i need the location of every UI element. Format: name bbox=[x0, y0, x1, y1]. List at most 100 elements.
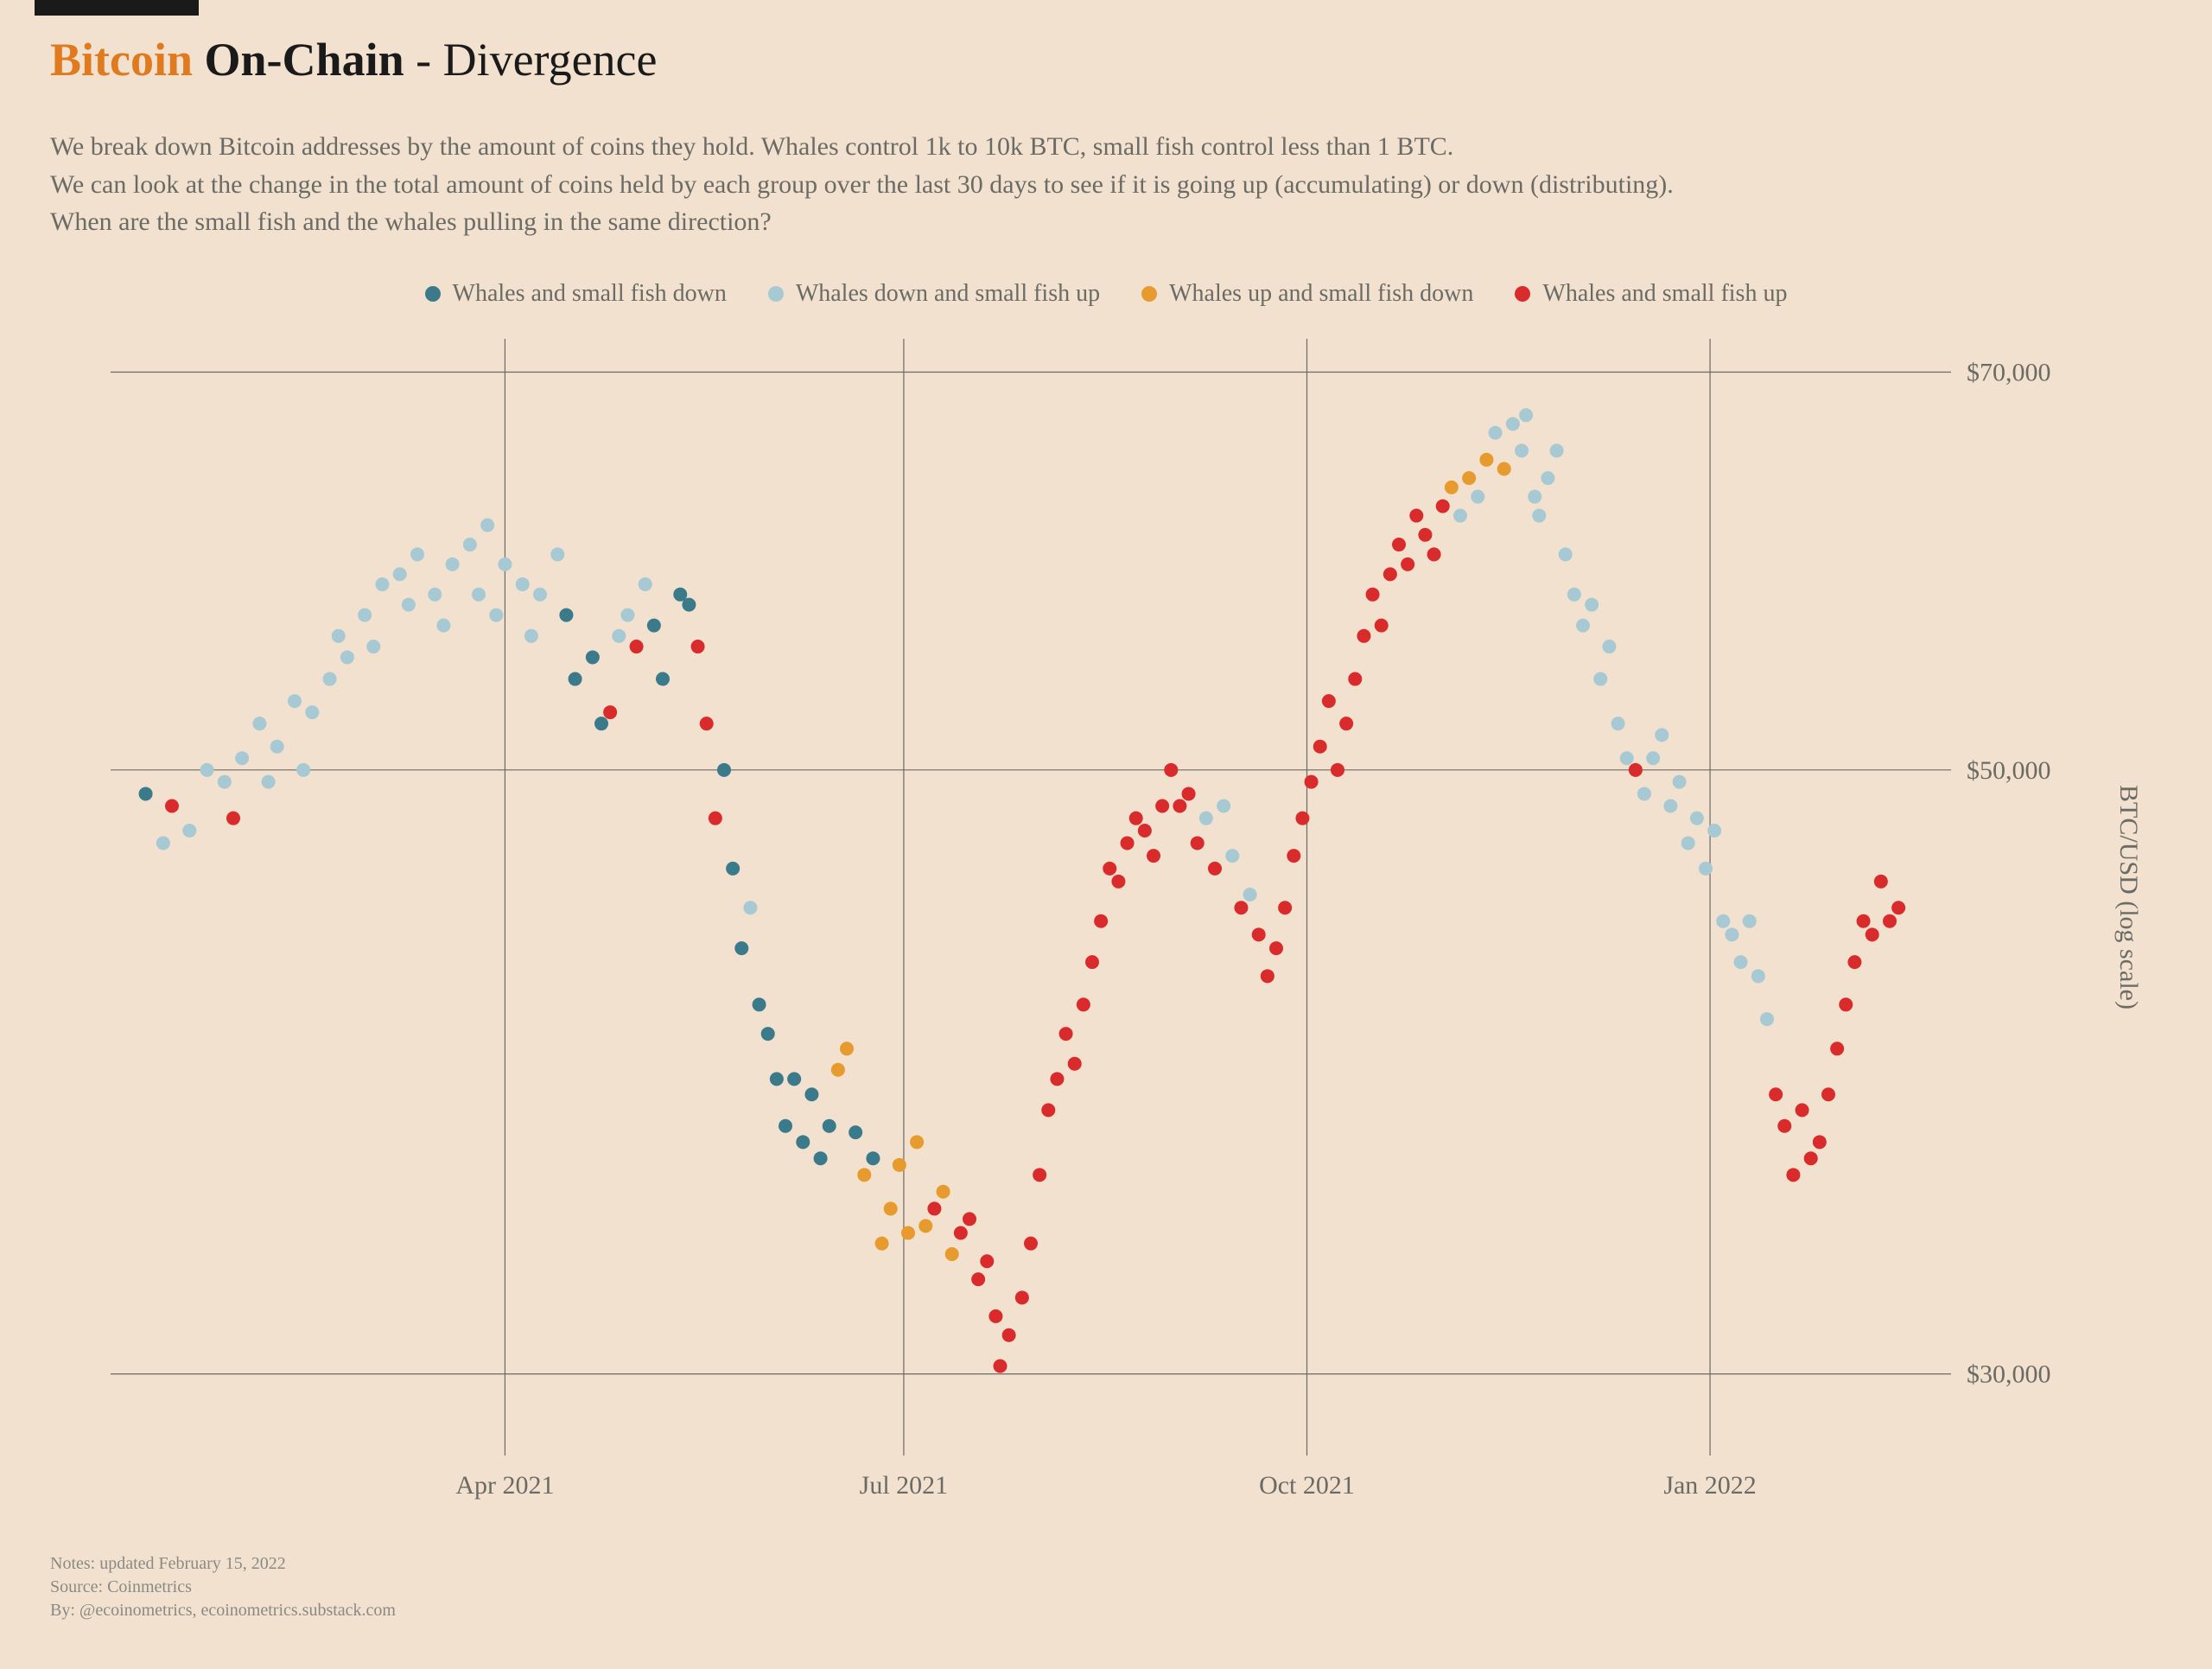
chart-description: We break down Bitcoin addresses by the a… bbox=[50, 128, 1674, 241]
data-point bbox=[893, 1158, 906, 1172]
data-point bbox=[296, 763, 310, 777]
data-point bbox=[1725, 927, 1738, 941]
data-point bbox=[1094, 914, 1108, 928]
data-point bbox=[1050, 1072, 1064, 1086]
data-point bbox=[1690, 812, 1704, 825]
data-point bbox=[1813, 1135, 1827, 1149]
data-point bbox=[849, 1125, 862, 1139]
chart-footer: Notes: updated February 15, 2022 Source:… bbox=[50, 1552, 396, 1622]
data-point bbox=[1786, 1168, 1800, 1182]
data-point bbox=[1532, 509, 1546, 523]
data-point bbox=[252, 717, 266, 730]
data-point bbox=[1866, 927, 1879, 941]
data-point bbox=[1234, 901, 1248, 914]
data-point bbox=[1550, 443, 1564, 457]
legend-label: Whales down and small fish up bbox=[796, 280, 1100, 307]
data-point bbox=[1366, 588, 1380, 602]
data-point bbox=[1173, 799, 1186, 812]
data-point bbox=[1331, 763, 1344, 777]
data-point bbox=[770, 1072, 784, 1086]
title-suffix: - Divergence bbox=[404, 34, 658, 86]
data-point bbox=[1891, 901, 1905, 914]
description-line-3: When are the small fish and the whales p… bbox=[50, 203, 1674, 241]
data-point bbox=[682, 598, 696, 612]
data-point bbox=[393, 567, 407, 581]
data-point bbox=[586, 650, 600, 664]
data-point bbox=[1295, 812, 1309, 825]
data-point bbox=[857, 1168, 871, 1182]
data-point bbox=[305, 705, 319, 719]
data-point bbox=[1401, 557, 1414, 571]
title-main: On-Chain bbox=[193, 34, 404, 86]
xtick-label: Jul 2021 bbox=[860, 1471, 949, 1500]
legend-dot-icon bbox=[425, 286, 441, 302]
data-point bbox=[1409, 509, 1423, 523]
data-point bbox=[1041, 1103, 1055, 1117]
data-point bbox=[1515, 443, 1529, 457]
data-point bbox=[910, 1135, 924, 1149]
data-point bbox=[963, 1212, 976, 1226]
data-point bbox=[1804, 1151, 1818, 1165]
data-point bbox=[726, 862, 740, 876]
data-point bbox=[1068, 1057, 1082, 1071]
data-point bbox=[1462, 471, 1476, 485]
data-point bbox=[480, 519, 494, 532]
data-point bbox=[1024, 1237, 1038, 1251]
data-point bbox=[1453, 509, 1467, 523]
description-line-2: We can look at the change in the total a… bbox=[50, 166, 1674, 204]
ytick-label: $70,000 bbox=[1967, 359, 2051, 387]
data-point bbox=[1576, 619, 1590, 633]
data-point bbox=[630, 640, 644, 653]
data-point bbox=[235, 751, 249, 765]
data-point bbox=[1479, 453, 1493, 467]
data-point bbox=[1348, 672, 1362, 686]
data-point bbox=[1059, 1027, 1073, 1041]
data-point bbox=[603, 705, 617, 719]
data-point bbox=[1138, 824, 1152, 838]
data-point bbox=[533, 588, 547, 602]
data-point bbox=[489, 608, 503, 622]
data-point bbox=[165, 799, 179, 812]
data-point bbox=[1182, 787, 1196, 800]
footer-source: Source: Coinmetrics bbox=[50, 1576, 396, 1599]
data-point bbox=[1129, 812, 1143, 825]
data-point bbox=[1208, 862, 1222, 876]
data-point bbox=[639, 577, 652, 591]
data-point bbox=[1699, 862, 1713, 876]
data-point bbox=[1375, 619, 1389, 633]
data-point bbox=[1111, 875, 1125, 889]
data-point bbox=[1629, 763, 1643, 777]
data-point bbox=[594, 717, 608, 730]
data-point bbox=[1743, 914, 1757, 928]
data-point bbox=[1287, 849, 1300, 863]
data-point bbox=[831, 1063, 845, 1077]
data-point bbox=[1243, 888, 1257, 901]
data-point bbox=[366, 640, 380, 653]
chart-legend: Whales and small fish downWhales down an… bbox=[0, 280, 2212, 308]
yaxis-title: BTC/USD (log scale) bbox=[2114, 785, 2141, 1010]
data-point bbox=[1857, 914, 1871, 928]
data-point bbox=[656, 672, 670, 686]
data-point bbox=[1217, 799, 1230, 812]
data-point bbox=[226, 812, 240, 825]
data-point bbox=[1830, 1042, 1844, 1055]
data-point bbox=[340, 650, 354, 664]
data-point bbox=[1559, 547, 1573, 561]
data-point bbox=[1883, 914, 1897, 928]
data-point bbox=[1585, 598, 1599, 612]
data-point bbox=[1278, 901, 1292, 914]
data-point bbox=[743, 901, 757, 914]
data-point bbox=[954, 1226, 968, 1239]
data-point bbox=[1261, 969, 1274, 983]
data-point bbox=[1077, 997, 1090, 1011]
legend-item: Whales and small fish up bbox=[1515, 280, 1787, 308]
data-point bbox=[866, 1151, 880, 1165]
footer-by: By: @ecoinometrics, ecoinometrics.substa… bbox=[50, 1599, 396, 1622]
data-point bbox=[402, 598, 416, 612]
data-point bbox=[971, 1272, 985, 1286]
data-point bbox=[550, 547, 564, 561]
footer-notes: Notes: updated February 15, 2022 bbox=[50, 1552, 396, 1576]
legend-item: Whales up and small fish down bbox=[1141, 280, 1473, 308]
data-point bbox=[787, 1072, 801, 1086]
data-point bbox=[218, 775, 232, 789]
